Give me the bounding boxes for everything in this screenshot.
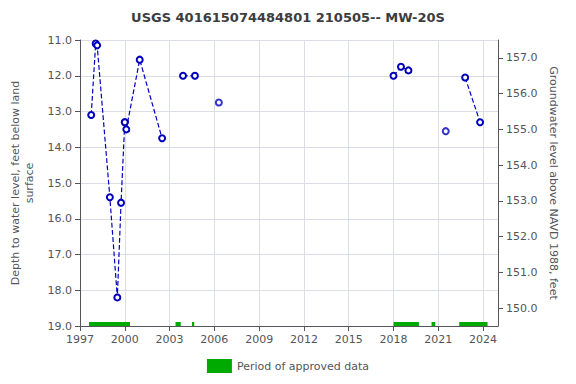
svg-text:152.0: 152.0 (506, 230, 538, 243)
svg-text:154.0: 154.0 (506, 159, 538, 172)
svg-text:2009: 2009 (245, 333, 273, 346)
svg-text:16.0: 16.0 (48, 212, 73, 225)
svg-text:Period of approved data: Period of approved data (237, 360, 369, 373)
svg-text:2015: 2015 (335, 333, 363, 346)
svg-text:156.0: 156.0 (506, 87, 538, 100)
svg-text:Depth to water level, feet bel: Depth to water level, feet below land (9, 81, 22, 286)
svg-text:151.0: 151.0 (506, 266, 538, 279)
svg-text:Groundwater level above NAVD 1: Groundwater level above NAVD 1988, feet (547, 66, 560, 300)
svg-text:1997: 1997 (66, 333, 94, 346)
svg-text:12.0: 12.0 (48, 69, 73, 82)
svg-text:157.0: 157.0 (506, 51, 538, 64)
svg-text:2012: 2012 (290, 333, 318, 346)
svg-text:18.0: 18.0 (48, 284, 73, 297)
svg-text:surface: surface (23, 162, 36, 203)
svg-text:153.0: 153.0 (506, 194, 538, 207)
svg-text:2021: 2021 (424, 333, 452, 346)
svg-text:19.0: 19.0 (48, 320, 73, 333)
svg-text:13.0: 13.0 (48, 105, 73, 118)
svg-text:14.0: 14.0 (48, 141, 73, 154)
svg-text:2006: 2006 (200, 333, 228, 346)
svg-text:11.0: 11.0 (48, 34, 73, 47)
svg-text:USGS 401615074484801 210505--: USGS 401615074484801 210505-- MW-20S (131, 10, 445, 25)
svg-text:2018: 2018 (380, 333, 408, 346)
svg-text:15.0: 15.0 (48, 177, 73, 190)
svg-text:150.0: 150.0 (506, 302, 538, 315)
svg-text:155.0: 155.0 (506, 123, 538, 136)
svg-text:2024: 2024 (469, 333, 497, 346)
svg-text:2000: 2000 (111, 333, 139, 346)
svg-text:2003: 2003 (156, 333, 184, 346)
svg-text:17.0: 17.0 (48, 248, 73, 261)
